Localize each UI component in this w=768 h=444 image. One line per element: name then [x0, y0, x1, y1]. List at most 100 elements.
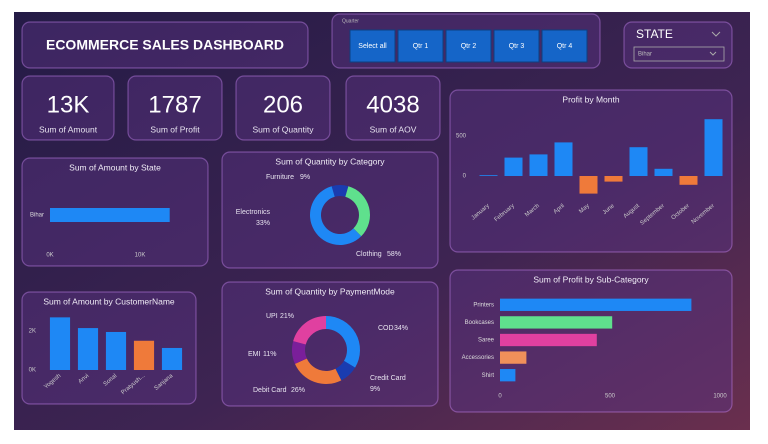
- bar: [604, 176, 623, 182]
- y-tick-label: Shirt: [482, 373, 495, 379]
- bar: [49, 317, 71, 370]
- bar: [529, 154, 548, 176]
- donut-slice: [345, 186, 371, 237]
- chart-title: Sum of Quantity by Category: [275, 156, 385, 166]
- x-tick-label: 500: [605, 394, 616, 400]
- slicer-button[interactable]: [349, 29, 396, 63]
- dropdown-arrow: [709, 51, 717, 56]
- kpi-value: 13K: [47, 91, 90, 118]
- y-tick-label: 0: [463, 174, 467, 180]
- y-tick-label: Accessories: [462, 355, 494, 361]
- slice-value-label: 9%: [370, 386, 380, 393]
- slice-label: UPI: [266, 313, 278, 320]
- y-tick-label: Bihar: [30, 213, 44, 219]
- kpi-value: 4038: [366, 91, 419, 118]
- chart-card: [221, 151, 439, 269]
- slice-value-label: 11%: [263, 351, 277, 358]
- slice-value-label: 9%: [300, 174, 310, 181]
- bar: [654, 168, 673, 176]
- slice-label: Furniture: [266, 174, 294, 181]
- kpi-value: 206: [263, 91, 303, 118]
- bar: [77, 328, 99, 370]
- slicer-option: Qtr 3: [509, 43, 525, 50]
- x-tick-label: 0K: [46, 253, 53, 259]
- slice-value-label: 21%: [280, 313, 294, 320]
- slice-value-label: 33%: [256, 220, 270, 227]
- bar: [500, 369, 516, 382]
- chart-title: Sum of Amount by CustomerName: [43, 296, 175, 306]
- bar: [500, 298, 692, 311]
- bar: [704, 119, 723, 176]
- slice-value-label: 26%: [291, 387, 305, 394]
- bar: [679, 176, 698, 185]
- donut-slice: [293, 316, 326, 345]
- donut-slice: [326, 316, 360, 368]
- bar: [504, 157, 523, 176]
- chart-card: [449, 89, 733, 253]
- slicer-option: Qtr 4: [557, 43, 573, 50]
- dashboard-title: ECOMMERCE SALES DASHBOARD: [46, 37, 284, 53]
- bar: [133, 340, 155, 370]
- y-tick-label: 2K: [29, 329, 36, 335]
- chart-title: Sum of Amount by State: [69, 162, 161, 172]
- slice-value-label: 58%: [387, 251, 401, 258]
- slicer-option: Qtr 1: [413, 43, 429, 50]
- slicer-option: Select all: [358, 43, 387, 50]
- chart-title: Profit by Month: [562, 94, 619, 104]
- title-card: [21, 21, 309, 69]
- kpi-card: [127, 75, 223, 141]
- bar: [500, 316, 613, 329]
- kpi-card: [235, 75, 331, 141]
- x-tick-label: 1000: [713, 394, 727, 400]
- slicer-button[interactable]: [445, 29, 492, 63]
- chart-title: Sum of Profit by Sub-Category: [533, 274, 649, 284]
- kpi-label: Sum of Quantity: [253, 124, 315, 134]
- donut-slice: [331, 185, 349, 197]
- bar: [554, 142, 573, 176]
- slice-label: COD: [378, 325, 394, 332]
- slice-label: Credit Card: [370, 375, 406, 382]
- slicer-button[interactable]: [397, 29, 444, 63]
- state-selected: Bihar: [638, 52, 652, 58]
- kpi-value: 1787: [148, 91, 201, 118]
- slice-label: EMI: [248, 351, 261, 358]
- slice-label: Electronics: [236, 209, 271, 216]
- slicer-title: Quarter: [342, 18, 359, 24]
- y-tick-label: 0K: [29, 368, 36, 374]
- donut-slice: [292, 341, 307, 364]
- chart-title: Sum of Quantity by PaymentMode: [265, 286, 395, 296]
- y-tick-label: 500: [456, 134, 467, 140]
- slice-value-label: 34%: [394, 325, 408, 332]
- y-tick-label: Printers: [473, 302, 494, 308]
- x-tick-label: 10K: [135, 253, 146, 259]
- bar: [629, 147, 648, 176]
- y-tick-label: Saree: [478, 338, 495, 344]
- bar: [500, 333, 597, 347]
- slicer-button[interactable]: [541, 29, 588, 63]
- donut-slice: [310, 186, 362, 245]
- state-title: STATE: [636, 27, 673, 41]
- bar: [161, 347, 183, 370]
- kpi-card: [345, 75, 441, 141]
- bar: [579, 176, 598, 194]
- kpi-label: Sum of AOV: [370, 124, 417, 134]
- bar: [105, 331, 127, 370]
- state-card: [623, 21, 733, 69]
- x-tick-label: 0: [498, 394, 502, 400]
- collapse-icon[interactable]: [711, 31, 721, 37]
- y-tick-label: Bookcases: [465, 320, 494, 326]
- donut-slice: [294, 358, 342, 384]
- bar: [479, 175, 498, 176]
- donut-slice: [335, 360, 356, 381]
- state-dropdown[interactable]: [633, 46, 725, 62]
- bar: [50, 208, 170, 222]
- slicer-option: Qtr 2: [461, 43, 477, 50]
- kpi-card: [21, 75, 115, 141]
- chart-card: [221, 281, 439, 407]
- slicer-button[interactable]: [493, 29, 540, 63]
- slice-label: Clothing: [356, 251, 382, 258]
- kpi-label: Sum of Amount: [39, 124, 98, 134]
- bar: [500, 351, 527, 364]
- kpi-label: Sum of Profit: [150, 124, 200, 134]
